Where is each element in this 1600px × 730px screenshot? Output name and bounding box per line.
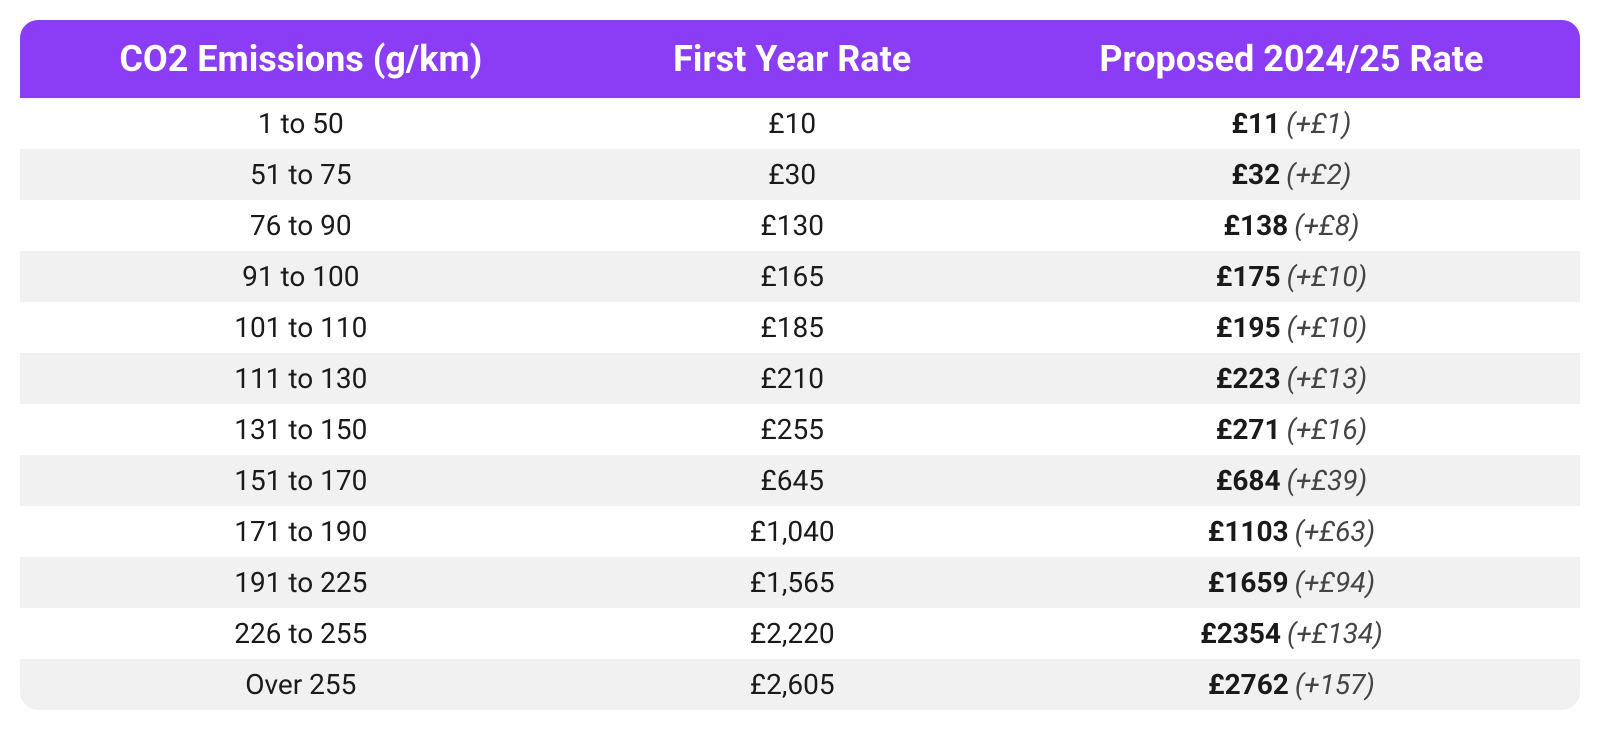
cell-emissions: 151 to 170 xyxy=(20,455,582,506)
cell-emissions: 51 to 75 xyxy=(20,149,582,200)
col-header-proposed: Proposed 2024/25 Rate xyxy=(1003,20,1580,98)
cell-first-year: £1,040 xyxy=(582,506,1003,557)
table-row: 171 to 190£1,040£1103(+£63) xyxy=(20,506,1580,557)
cell-first-year: £210 xyxy=(582,353,1003,404)
proposed-delta: (+£8) xyxy=(1294,209,1359,242)
table-row: 151 to 170£645£684(+£39) xyxy=(20,455,1580,506)
proposed-value: £684 xyxy=(1216,464,1281,497)
cell-first-year: £2,605 xyxy=(582,659,1003,710)
table-row: 101 to 110£185£195(+£10) xyxy=(20,302,1580,353)
cell-emissions: 101 to 110 xyxy=(20,302,582,353)
cell-first-year: £10 xyxy=(582,98,1003,149)
cell-first-year: £165 xyxy=(582,251,1003,302)
table-row: 76 to 90£130£138(+£8) xyxy=(20,200,1580,251)
cell-first-year: £185 xyxy=(582,302,1003,353)
cell-first-year: £255 xyxy=(582,404,1003,455)
cell-proposed: £2354(+£134) xyxy=(1003,608,1580,659)
cell-first-year: £130 xyxy=(582,200,1003,251)
table-row: 226 to 255£2,220£2354(+£134) xyxy=(20,608,1580,659)
proposed-delta: (+£63) xyxy=(1295,515,1375,548)
table-header-row: CO2 Emissions (g/km) First Year Rate Pro… xyxy=(20,20,1580,98)
proposed-delta: (+£13) xyxy=(1287,362,1367,395)
table-body: 1 to 50£10£11(+£1)51 to 75£30£32(+£2)76 … xyxy=(20,98,1580,710)
table-row: 111 to 130£210£223(+£13) xyxy=(20,353,1580,404)
cell-proposed: £684(+£39) xyxy=(1003,455,1580,506)
table-row: Over 255£2,605£2762(+157) xyxy=(20,659,1580,710)
proposed-delta: (+£16) xyxy=(1287,413,1367,446)
col-header-emissions: CO2 Emissions (g/km) xyxy=(20,20,582,98)
cell-proposed: £138(+£8) xyxy=(1003,200,1580,251)
table-row: 91 to 100£165£175(+£10) xyxy=(20,251,1580,302)
cell-emissions: 111 to 130 xyxy=(20,353,582,404)
cell-proposed: £1103(+£63) xyxy=(1003,506,1580,557)
cell-emissions: 226 to 255 xyxy=(20,608,582,659)
cell-proposed: £32(+£2) xyxy=(1003,149,1580,200)
cell-emissions: 76 to 90 xyxy=(20,200,582,251)
proposed-delta: (+£10) xyxy=(1287,311,1367,344)
proposed-value: £1103 xyxy=(1208,515,1289,548)
cell-proposed: £175(+£10) xyxy=(1003,251,1580,302)
table-row: 1 to 50£10£11(+£1) xyxy=(20,98,1580,149)
cell-emissions: 1 to 50 xyxy=(20,98,582,149)
proposed-value: £11 xyxy=(1231,107,1280,140)
cell-proposed: £2762(+157) xyxy=(1003,659,1580,710)
proposed-delta: (+£10) xyxy=(1287,260,1367,293)
proposed-value: £1659 xyxy=(1208,566,1289,599)
cell-emissions: Over 255 xyxy=(20,659,582,710)
cell-first-year: £30 xyxy=(582,149,1003,200)
proposed-value: £195 xyxy=(1216,311,1281,344)
proposed-delta: (+£134) xyxy=(1287,617,1383,650)
proposed-delta: (+£94) xyxy=(1295,566,1375,599)
cell-first-year: £1,565 xyxy=(582,557,1003,608)
cell-first-year: £645 xyxy=(582,455,1003,506)
table-row: 191 to 225£1,565£1659(+£94) xyxy=(20,557,1580,608)
proposed-delta: (+£2) xyxy=(1286,158,1351,191)
proposed-value: £271 xyxy=(1216,413,1281,446)
cell-emissions: 131 to 150 xyxy=(20,404,582,455)
emissions-rate-table: CO2 Emissions (g/km) First Year Rate Pro… xyxy=(20,20,1580,710)
proposed-value: £223 xyxy=(1216,362,1281,395)
cell-proposed: £11(+£1) xyxy=(1003,98,1580,149)
proposed-value: £138 xyxy=(1223,209,1288,242)
proposed-delta: (+157) xyxy=(1295,668,1375,701)
cell-emissions: 171 to 190 xyxy=(20,506,582,557)
cell-proposed: £195(+£10) xyxy=(1003,302,1580,353)
cell-emissions: 91 to 100 xyxy=(20,251,582,302)
col-header-first-year: First Year Rate xyxy=(582,20,1003,98)
cell-proposed: £271(+£16) xyxy=(1003,404,1580,455)
proposed-value: £175 xyxy=(1216,260,1281,293)
proposed-value: £2354 xyxy=(1200,617,1281,650)
table-row: 131 to 150£255£271(+£16) xyxy=(20,404,1580,455)
cell-first-year: £2,220 xyxy=(582,608,1003,659)
cell-proposed: £1659(+£94) xyxy=(1003,557,1580,608)
rate-table: CO2 Emissions (g/km) First Year Rate Pro… xyxy=(20,20,1580,710)
proposed-delta: (+£1) xyxy=(1286,107,1351,140)
proposed-delta: (+£39) xyxy=(1287,464,1367,497)
proposed-value: £2762 xyxy=(1208,668,1289,701)
cell-proposed: £223(+£13) xyxy=(1003,353,1580,404)
proposed-value: £32 xyxy=(1231,158,1280,191)
cell-emissions: 191 to 225 xyxy=(20,557,582,608)
table-row: 51 to 75£30£32(+£2) xyxy=(20,149,1580,200)
